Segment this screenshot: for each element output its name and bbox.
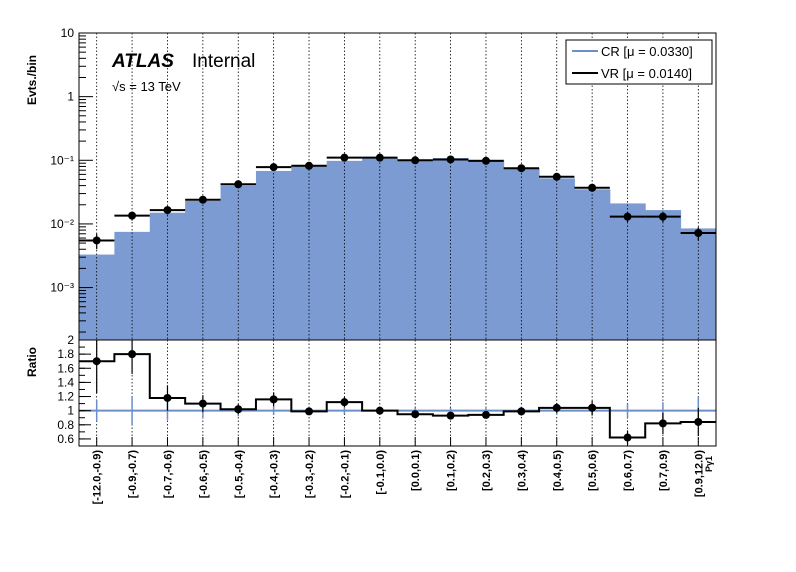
ratio-point <box>517 407 526 416</box>
vr-point <box>375 153 384 162</box>
vr-point <box>340 153 349 162</box>
cr-bar <box>185 200 222 340</box>
x-tick-label: [-0.5,-0.4) <box>233 450 245 499</box>
x-tick-label: [0.5,0.6) <box>587 450 599 491</box>
x-tick-labels: [-12.0,-0.9) [-0.9,-0.7) [-0.7,-0.6) [-0.6,… <box>92 450 706 505</box>
x-tick-label: [-0.2,-0.1) <box>339 450 351 499</box>
vr-point <box>269 163 278 172</box>
cr-bar <box>255 170 292 340</box>
vr-point <box>694 229 703 238</box>
x-tick-label: [-0.1,0.0) <box>375 450 387 495</box>
ratio-step-line <box>79 353 716 439</box>
ratio-frame <box>78 339 717 447</box>
top-tick-label: 10⁻¹ <box>50 153 74 167</box>
vr-point <box>198 195 207 204</box>
cr-bar <box>397 159 434 340</box>
energy-label: √s = 13 TeV <box>112 79 181 94</box>
ratio-point <box>198 399 207 408</box>
ratio-tick-label: 1.2 <box>57 390 74 404</box>
ratio-point <box>234 405 243 414</box>
vr-point <box>163 206 172 215</box>
vr-point <box>128 211 137 220</box>
x-tick-label: [-0.9,-0.7) <box>127 450 139 499</box>
vr-point <box>552 172 561 181</box>
x-tick-label: [0.6,0.7) <box>623 450 635 491</box>
x-tick-label: [0.2,0.3) <box>481 450 493 491</box>
vr-point <box>411 156 420 165</box>
ratio-point <box>375 406 384 415</box>
ratio-point <box>340 398 349 407</box>
x-tick-label: [-12.0,-0.9) <box>92 450 104 505</box>
vr-point <box>92 236 101 245</box>
x-tick-label: [-0.3,-0.2) <box>304 450 316 499</box>
ratio-point <box>658 419 667 428</box>
legend-vr-label: VR [μ = 0.0140] <box>601 66 692 81</box>
vr-point <box>234 180 243 189</box>
ratio-tick-label: 0.8 <box>57 418 74 432</box>
ratio-point <box>269 395 278 404</box>
cr-bar <box>468 159 505 340</box>
x-tick-label: [0.0,0.1) <box>410 450 422 491</box>
legend-cr-label: CR [μ = 0.0330] <box>601 44 693 59</box>
cr-histogram <box>79 158 717 340</box>
x-tick-label: [-0.6,-0.5) <box>198 450 210 499</box>
x-tick-label: [0.3,0.4) <box>516 450 528 491</box>
ratio-point <box>694 417 703 426</box>
ratio-point <box>588 403 597 412</box>
bin-gridlines <box>96 33 699 446</box>
x-tick-label: [0.9,12.0) <box>693 450 705 497</box>
vr-point <box>623 212 632 221</box>
ratio-tick-label: 2 <box>67 333 74 347</box>
ratio-tick-label: 1 <box>67 404 74 418</box>
ratio-y-axis-label: Ratio <box>25 347 39 377</box>
atlas-label: ATLAS <box>111 51 174 72</box>
cr-bar <box>680 228 717 340</box>
vr-point <box>658 212 667 221</box>
ratio-tick-label: 1.4 <box>57 375 74 389</box>
top-tick-label: 10⁻³ <box>50 281 74 295</box>
vr-point <box>305 161 314 170</box>
cr-bar <box>432 158 469 340</box>
top-tick-label: 1 <box>67 90 74 104</box>
ratio-point <box>92 357 101 366</box>
ratio-point <box>128 350 137 359</box>
ratio-tick-label: 1.6 <box>57 361 74 375</box>
legend: CR [μ = 0.0330] VR [μ = 0.0140] <box>565 39 713 85</box>
ratio-point <box>481 410 490 419</box>
ratio-point <box>305 407 314 416</box>
legend-box <box>565 39 713 85</box>
cr-bar <box>362 158 398 340</box>
ratio-point <box>552 403 561 412</box>
ratio-point <box>163 393 172 402</box>
x-tick-label: [0.4,0.5) <box>552 450 564 491</box>
internal-label: Internal <box>192 51 255 72</box>
top-y-axis-label: Evts./bin <box>25 55 39 105</box>
x-tick-label: [-0.7,-0.6) <box>162 450 174 499</box>
vr-point <box>446 155 455 164</box>
x-axis-label: Pγ1 <box>704 456 714 472</box>
ratio-panel <box>79 340 716 445</box>
cr-bar <box>539 178 575 340</box>
vr-points <box>79 153 716 250</box>
vr-point <box>588 183 597 192</box>
vr-point <box>517 164 526 173</box>
ratio-point <box>446 411 455 420</box>
x-tick-label: [-0.4,-0.3) <box>269 450 281 499</box>
x-tick-label: [0.1,0.2) <box>446 450 458 491</box>
ratio-point <box>411 410 420 419</box>
ratio-tick-label: 1.8 <box>57 347 74 361</box>
ratio-tick-label: 0.6 <box>57 432 74 446</box>
vr-point <box>481 156 490 165</box>
top-tick-label: 10⁻² <box>50 217 74 231</box>
top-tick-label: 10 <box>61 26 75 40</box>
x-tick-label: [0.7,0.9) <box>658 450 670 491</box>
